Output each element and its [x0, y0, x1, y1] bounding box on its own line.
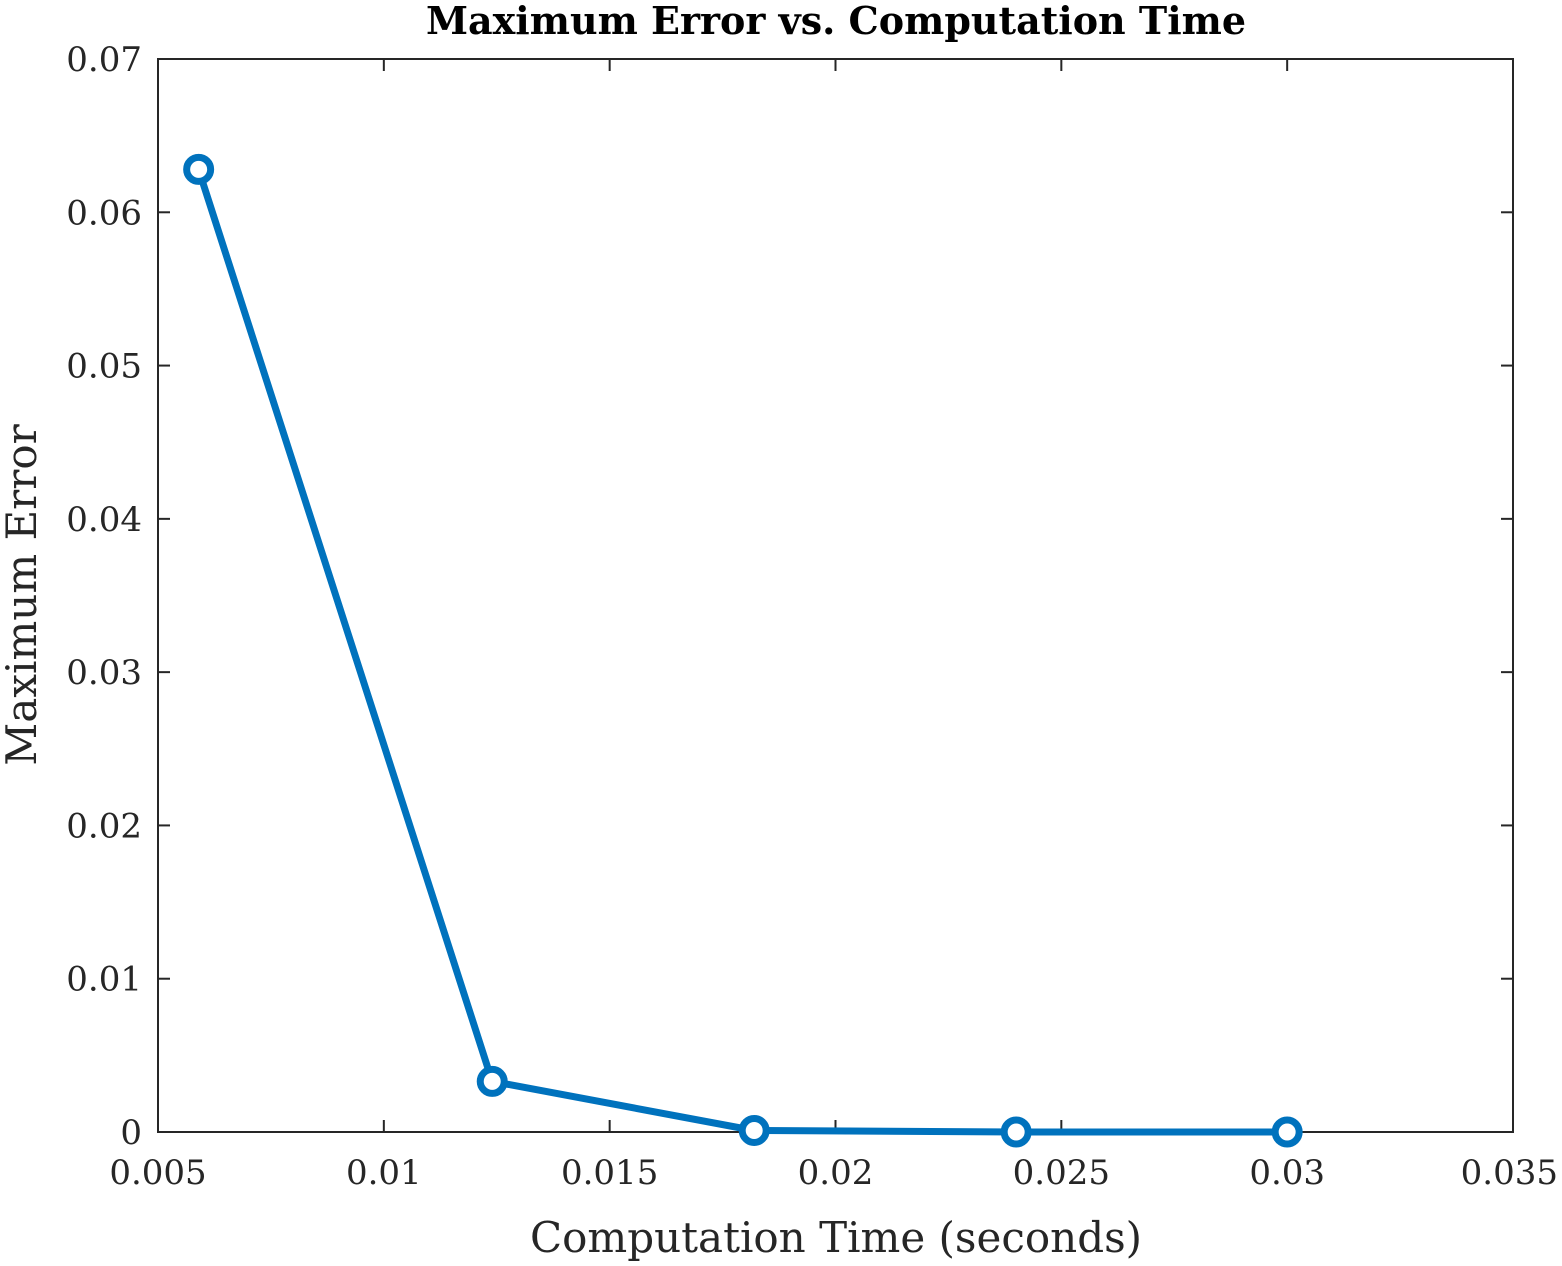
data-point: [1000, 1116, 1032, 1148]
y-tick-label: 0.05: [66, 347, 142, 387]
x-tick-label: 0.025: [1013, 1153, 1110, 1193]
plot-area: 0.005 0.01 0.015 0.02 0.025 0.03 0.035 00.010.…: [66, 40, 1558, 1193]
y-tick-label: 0.07: [66, 40, 142, 80]
x-tick-label: 0.015: [561, 1153, 658, 1193]
y-tick-label: 0.03: [66, 653, 142, 693]
data-point: [738, 1114, 770, 1146]
y-axis-label: Maximum Error: [0, 423, 46, 765]
x-tick-label: 0.03: [1249, 1153, 1325, 1193]
x-tick-label: 0.005: [109, 1153, 206, 1193]
y-ticks: 0 0.01 0.02 0.03 0.04 0.05 0.06 0.07: [66, 40, 1513, 1153]
series-layer: [183, 153, 1303, 1148]
data-point: [1271, 1116, 1303, 1148]
y-tick-label: 0.01: [66, 960, 142, 1000]
y-tick-label: 0.02: [66, 806, 142, 846]
x-tick-label: 0.01: [346, 1153, 422, 1193]
y-tick-label: 0: [120, 1113, 142, 1153]
x-axis-label: Computation Time (seconds): [530, 1213, 1142, 1262]
x-tick-label: 0.02: [798, 1153, 874, 1193]
x-ticks: 0.005 0.01 0.015 0.02 0.025 0.03 0.035: [109, 59, 1558, 1193]
x-tick-label: 0.035: [1461, 1153, 1558, 1193]
chart-title: Maximum Error vs. Computation Time: [426, 0, 1246, 43]
y-tick-label: 0.06: [66, 193, 142, 233]
y-tick-label: 0.04: [66, 500, 142, 540]
data-point: [183, 153, 215, 185]
axes-box: [157, 58, 1514, 1133]
data-point: [476, 1065, 508, 1097]
